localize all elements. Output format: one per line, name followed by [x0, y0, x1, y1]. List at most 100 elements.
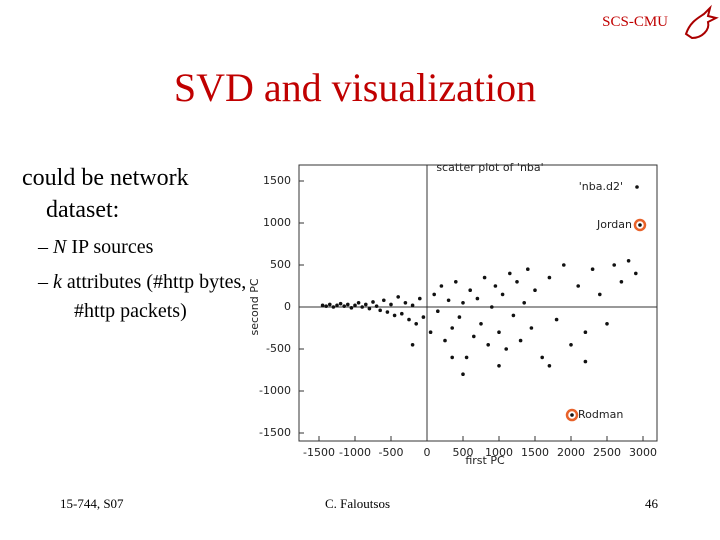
point	[410, 303, 415, 308]
x-tick-label: -500	[379, 446, 404, 459]
point	[335, 303, 339, 308]
footer-author: C. Faloutsos	[325, 496, 391, 511]
x-axis-label: first PC	[465, 454, 505, 467]
point	[569, 343, 573, 347]
y-tick-label: 0	[284, 300, 291, 313]
point	[547, 275, 552, 280]
point	[418, 296, 422, 301]
point	[612, 263, 616, 267]
point	[482, 275, 487, 280]
point	[562, 263, 566, 267]
point	[497, 330, 501, 334]
point	[598, 292, 602, 297]
footer-page: 46	[645, 496, 658, 511]
y-axis-label: second PC	[248, 278, 261, 335]
chart: scatter plot of 'nba' first PC second PC…	[248, 161, 658, 467]
point	[367, 306, 372, 311]
y-tick-label: 500	[270, 258, 291, 271]
plot-frame	[298, 164, 658, 442]
x-tick-label: 0	[424, 446, 431, 459]
y-tick-label: -1500	[259, 426, 291, 439]
point	[529, 326, 534, 330]
footer-course: 15-744, S07	[60, 496, 124, 511]
point	[324, 304, 328, 308]
point	[353, 303, 357, 308]
chart-title: scatter plot of 'nba'	[436, 161, 543, 174]
point	[328, 302, 332, 307]
point	[454, 280, 458, 284]
sub-bullet: – N IP sources	[38, 236, 154, 258]
point	[421, 315, 426, 319]
point	[486, 343, 490, 347]
point	[522, 301, 526, 305]
logo	[684, 4, 719, 40]
point	[515, 280, 519, 284]
point	[400, 311, 404, 316]
x-tick-label: 1500	[521, 446, 549, 459]
text: IP sources	[66, 236, 154, 258]
x-tick-label: -1000	[339, 446, 371, 459]
point	[533, 288, 537, 292]
point	[540, 355, 544, 360]
org-label: SCS-CMU	[602, 14, 668, 30]
slide-title: SVD and visualization	[173, 65, 537, 110]
point	[500, 292, 505, 297]
point	[605, 322, 609, 326]
point	[461, 301, 465, 305]
bullet: could be network dataset:	[22, 165, 189, 223]
x-tick-label: 3000	[629, 446, 657, 459]
point	[570, 413, 574, 417]
point	[461, 372, 465, 376]
point	[439, 284, 444, 288]
x-tick-label: 2500	[593, 446, 621, 459]
point	[526, 267, 530, 271]
highlight	[565, 408, 579, 422]
point	[396, 295, 400, 299]
point	[493, 284, 498, 288]
point	[464, 355, 469, 360]
y-tick-label: -1000	[259, 384, 291, 397]
text: attributes (#http bytes, #http packets)	[61, 271, 247, 322]
legend-label: 'nba.d2'	[579, 180, 623, 193]
point	[389, 302, 393, 307]
y-tick-label: 1000	[263, 216, 291, 229]
legend-marker	[635, 185, 639, 189]
point	[511, 313, 516, 318]
point	[338, 301, 343, 306]
x-tick-label: 1000	[485, 446, 513, 459]
sub-bullet: – k attributes (#http bytes, #http packe…	[38, 271, 247, 322]
point	[518, 338, 523, 343]
point	[414, 322, 418, 326]
point	[331, 305, 336, 309]
point	[378, 308, 382, 313]
x-tick-label: 2000	[557, 446, 585, 459]
point	[450, 355, 454, 360]
point	[446, 298, 451, 303]
point	[436, 309, 440, 313]
point	[360, 305, 364, 309]
point	[508, 271, 512, 276]
point	[364, 302, 368, 307]
point	[432, 292, 436, 297]
point	[475, 296, 480, 301]
point	[490, 305, 494, 309]
point	[410, 343, 415, 347]
annotation: Rodman	[578, 408, 623, 421]
point	[547, 364, 552, 368]
em: k	[53, 271, 62, 293]
point	[479, 322, 483, 326]
annotation: Jordan	[596, 218, 632, 231]
point	[356, 301, 361, 305]
point	[576, 284, 580, 288]
x-tick-label: -1500	[303, 446, 335, 459]
point	[385, 310, 390, 314]
point	[634, 271, 638, 276]
point	[428, 330, 433, 334]
point	[320, 303, 325, 308]
point	[450, 326, 454, 330]
point	[392, 313, 397, 318]
point	[626, 259, 631, 263]
point	[342, 304, 346, 308]
point	[619, 280, 624, 284]
